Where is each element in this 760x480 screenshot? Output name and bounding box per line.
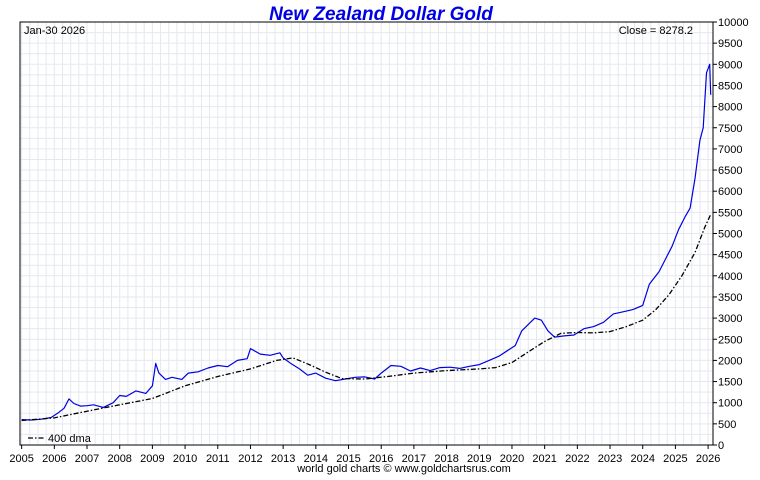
y-tick-label: 10000 — [718, 17, 749, 29]
x-tick-label: 2015 — [336, 453, 360, 465]
y-tick-label: 8500 — [718, 80, 742, 92]
y-tick-label: 500 — [718, 419, 736, 431]
x-tick-label: 2009 — [140, 453, 164, 465]
x-tick-label: 2018 — [434, 453, 458, 465]
y-tick-label: 4000 — [718, 271, 742, 283]
legend-dma-label: 400 dma — [48, 433, 92, 445]
y-tick-label: 3000 — [718, 313, 742, 325]
series-layer — [21, 63, 712, 422]
x-tick-label: 2024 — [630, 453, 654, 465]
y-tick-label: 6500 — [718, 165, 742, 177]
x-tick-label: 2026 — [696, 453, 720, 465]
x-tick-label: 2005 — [9, 453, 33, 465]
y-tick-label: 0 — [718, 440, 724, 452]
x-tick-label: 2008 — [107, 453, 131, 465]
x-tick-label: 2016 — [369, 453, 393, 465]
y-tick-label: 9500 — [718, 38, 742, 50]
grid — [20, 22, 713, 445]
y-tick-label: 1000 — [718, 398, 742, 410]
x-tick-label: 2025 — [663, 453, 687, 465]
x-tick-label: 2014 — [304, 453, 328, 465]
x-tick-label: 2017 — [402, 453, 426, 465]
y-tick-label: 1500 — [718, 377, 742, 389]
x-tick-label: 2006 — [42, 453, 66, 465]
x-tick-label: 2022 — [565, 453, 589, 465]
y-tick-label: 8000 — [718, 102, 742, 114]
date-label: Jan-30 2026 — [24, 25, 85, 37]
close-label: Close = 8278.2 — [619, 25, 693, 37]
y-tick-label: 2500 — [718, 334, 742, 346]
x-tick-label: 2011 — [206, 453, 230, 465]
x-tick-label: 2012 — [238, 453, 262, 465]
x-tick-label: 2010 — [173, 453, 197, 465]
x-tick-label: 2013 — [271, 453, 295, 465]
x-tick-label: 2007 — [75, 453, 99, 465]
y-tick-label: 7000 — [718, 144, 742, 156]
dma-400-line — [21, 214, 712, 422]
y-tick-label: 7500 — [718, 123, 742, 135]
legend: 400 dma — [28, 433, 92, 445]
y-tick-label: 9000 — [718, 59, 742, 71]
y-tick-label: 5000 — [718, 229, 742, 241]
x-tick-label: 2020 — [500, 453, 524, 465]
chart-title: New Zealand Dollar Gold — [269, 4, 493, 25]
axis-ticks: 0 500 1000 1500 2000 2500 3000 3500 4000 4500 5000… — [9, 17, 748, 465]
y-tick-label: 4500 — [718, 250, 742, 262]
y-tick-label: 6000 — [718, 186, 742, 198]
x-tick-label: 2023 — [598, 453, 622, 465]
footer-credit: world gold charts © www.goldchartsrus.co… — [296, 463, 511, 475]
x-tick-label: 2019 — [467, 453, 491, 465]
y-tick-label: 2000 — [718, 355, 742, 367]
y-tick-label: 3500 — [718, 292, 742, 304]
x-tick-label: 2021 — [532, 453, 556, 465]
y-tick-label: 5500 — [718, 207, 742, 219]
